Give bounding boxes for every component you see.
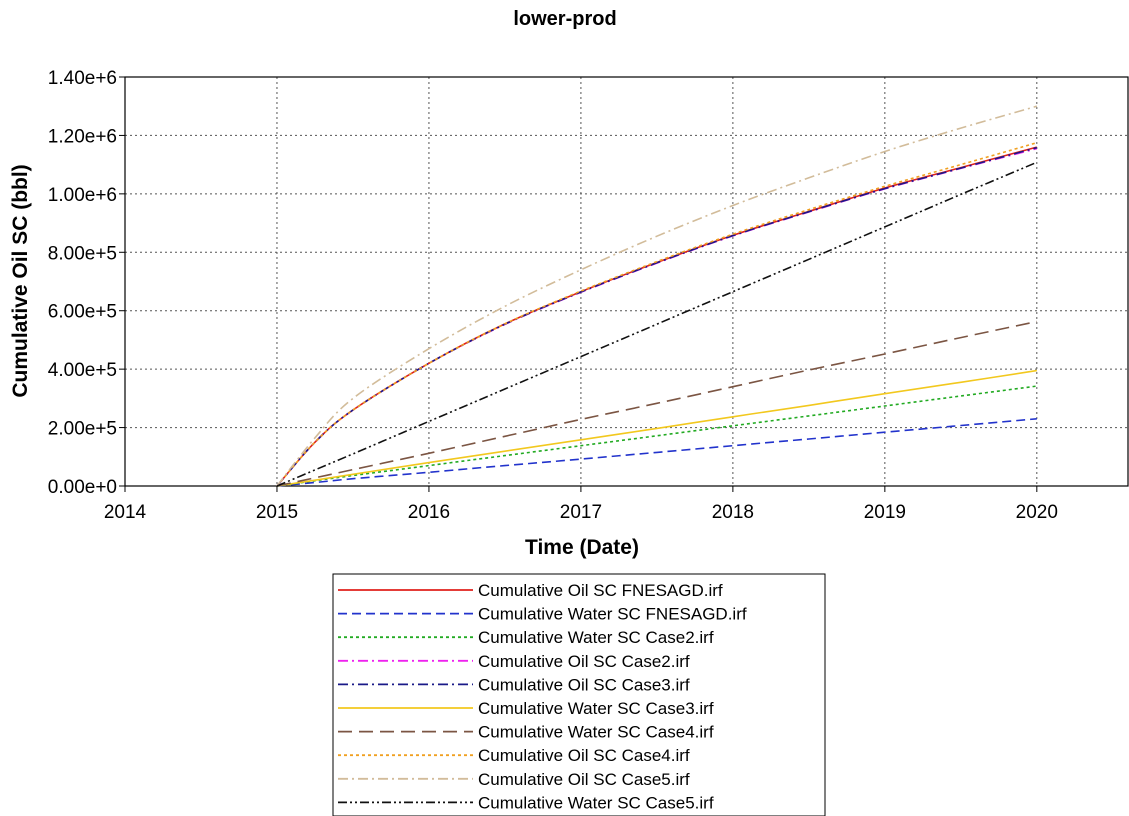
series-line-10	[276, 161, 1038, 487]
plot-area	[124, 76, 1129, 487]
legend-label: Cumulative Water SC Case4.irf	[478, 723, 714, 742]
x-tick-label: 2019	[864, 502, 906, 523]
y-tick-label: 1.20e+6	[48, 126, 117, 147]
x-tick-label: 2017	[560, 502, 602, 523]
x-tick-label: 2020	[1016, 502, 1058, 523]
series-layer	[276, 105, 1038, 487]
y-tick-label: 8.00e+5	[48, 243, 117, 264]
legend-label: Cumulative Water SC Case3.irf	[478, 699, 714, 718]
x-tick-label: 2015	[256, 502, 298, 523]
legend-label: Cumulative Oil SC Case4.irf	[478, 746, 690, 765]
series-line-8	[276, 141, 1038, 487]
x-tick-label: 2018	[712, 502, 754, 523]
x-axis-label: Time (Date)	[525, 536, 639, 559]
series-line-1	[276, 146, 1038, 487]
x-tick-label: 2014	[104, 502, 147, 523]
series-line-2	[276, 418, 1037, 487]
series-line-9	[276, 105, 1038, 487]
series-line-7	[276, 320, 1037, 487]
legend-label: Cumulative Water SC FNESAGD.irf	[478, 605, 747, 624]
series-line-4	[276, 147, 1038, 487]
series-line-3	[276, 385, 1037, 487]
legend-label: Cumulative Oil SC Case5.irf	[478, 770, 690, 789]
legend-label: Cumulative Oil SC FNESAGD.irf	[478, 581, 723, 600]
legend-label: Cumulative Oil SC Case2.irf	[478, 652, 690, 671]
chart-title: lower-prod	[513, 8, 616, 30]
legend-label: Cumulative Water SC Case5.irf	[478, 793, 714, 812]
y-tick-label: 1.40e+6	[48, 68, 117, 89]
legend-label: Cumulative Water SC Case2.irf	[478, 628, 714, 647]
y-tick-label: 4.00e+5	[48, 360, 117, 381]
y-tick-label: 0.00e+0	[48, 477, 117, 498]
y-axis-label: Cumulative Oil SC (bbl)	[9, 164, 32, 397]
legend: Cumulative Oil SC FNESAGD.irf Cumulative …	[332, 573, 826, 816]
y-tick-label: 2.00e+5	[48, 419, 117, 440]
series-line-5	[276, 146, 1038, 487]
series-line-6	[276, 369, 1037, 487]
x-tick-label: 2016	[408, 502, 450, 523]
axes: 2014 2015 2016 2017 2018 2019 2020 0.00e+0 2.00e…	[48, 68, 1058, 523]
legend-label: Cumulative Oil SC Case3.irf	[478, 675, 690, 694]
y-tick-label: 6.00e+5	[48, 302, 117, 323]
y-tick-label: 1.00e+6	[48, 185, 117, 206]
